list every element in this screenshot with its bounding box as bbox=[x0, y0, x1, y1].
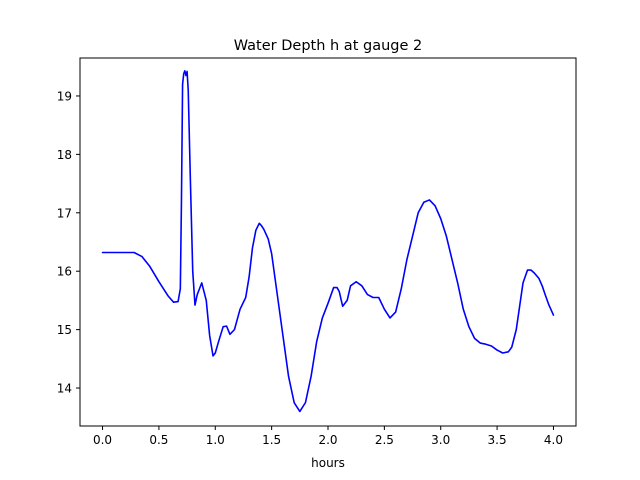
axes-frame bbox=[79, 57, 577, 427]
x-tick-label: 0.5 bbox=[149, 433, 168, 447]
x-tick-label: 1.5 bbox=[262, 433, 281, 447]
y-tick-label: 18 bbox=[57, 148, 72, 162]
x-tick-label: 1.0 bbox=[206, 433, 225, 447]
plot-area bbox=[80, 58, 576, 426]
x-tick-label: 0.0 bbox=[93, 433, 112, 447]
y-tick-label: 15 bbox=[57, 323, 72, 337]
x-tick-label: 3.0 bbox=[431, 433, 450, 447]
series-layer bbox=[101, 70, 555, 413]
x-tick-label: 2.0 bbox=[318, 433, 337, 447]
x-axis-label: hours bbox=[311, 456, 345, 470]
chart-title: Water Depth h at gauge 2 bbox=[234, 38, 422, 54]
series-line bbox=[101, 70, 555, 413]
tick-layer: 0.0 0.5 1.0 1.5 2.0 2.5 3.0 3.5 4.0 14 15 16 17 18 19 bbox=[57, 89, 563, 447]
x-tick-label: 2.5 bbox=[375, 433, 394, 447]
y-tick-label: 14 bbox=[57, 382, 72, 396]
x-tick-label: 4.0 bbox=[544, 433, 563, 447]
y-tick-label: 16 bbox=[57, 265, 72, 279]
y-tick-label: 17 bbox=[57, 206, 72, 220]
x-tick-label: 3.5 bbox=[488, 433, 507, 447]
y-tick-label: 19 bbox=[57, 89, 72, 103]
